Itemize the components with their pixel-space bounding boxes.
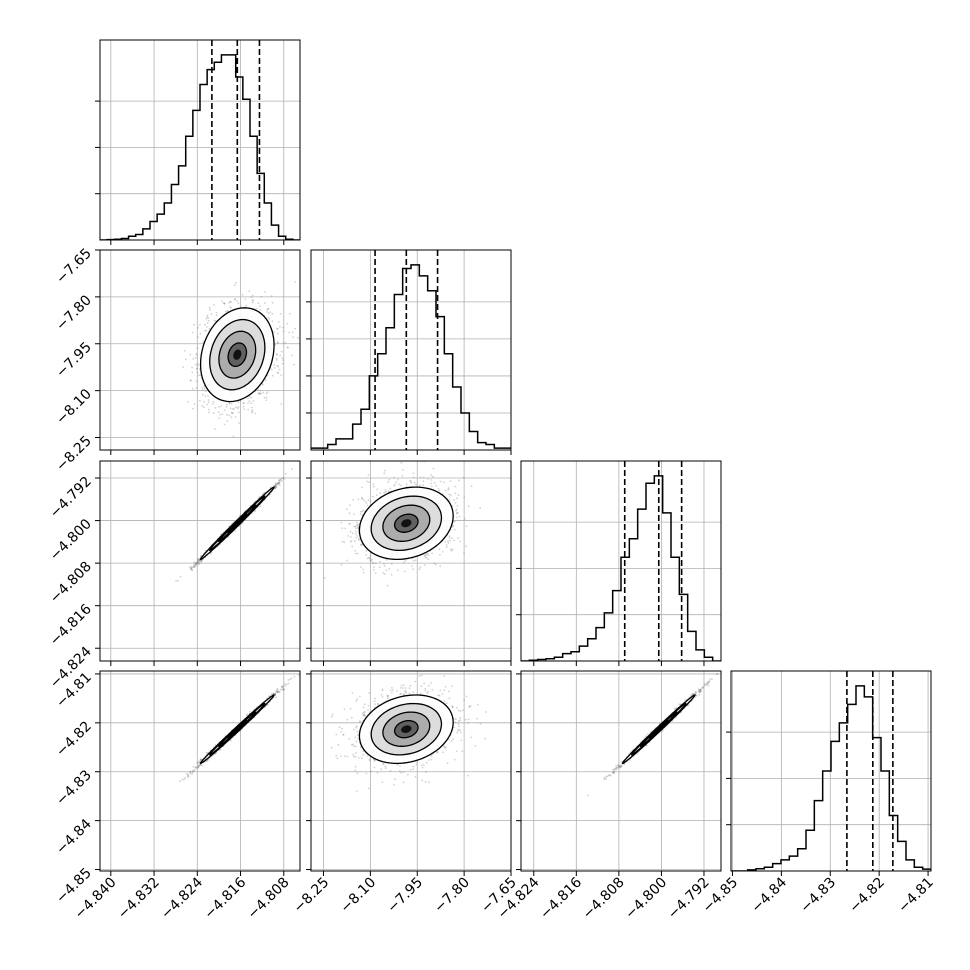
panel-frame — [310, 460, 512, 662]
y-tick-label: −8.10 — [53, 386, 95, 428]
x-tick-label: −8.10 — [338, 875, 380, 917]
x-tick-label: −4.82 — [846, 875, 888, 917]
x-tick-label: −7.95 — [384, 875, 426, 917]
panel-frame — [99, 39, 301, 241]
y-tick-label: −4.800 — [47, 516, 95, 564]
contour-line — [358, 486, 454, 561]
panel-frame — [520, 460, 722, 662]
density-panel-4-2 — [310, 670, 512, 872]
contour-line — [199, 307, 275, 403]
contour-line — [199, 486, 275, 561]
panel-plot-area — [100, 250, 300, 450]
panel-frame — [730, 670, 932, 872]
x-tick-label: −4.808 — [580, 875, 628, 923]
contour-line — [631, 702, 687, 756]
panel-plot-area — [100, 461, 300, 661]
histogram-panel-4 — [726, 670, 932, 872]
contour-line — [209, 318, 266, 391]
density-peak — [401, 725, 412, 733]
contour-line — [227, 719, 248, 739]
panel-plot-area — [521, 671, 721, 871]
contour-line — [382, 504, 431, 542]
panel-plot-area — [521, 461, 721, 661]
panel-plot-area — [100, 671, 300, 871]
contour-line — [227, 513, 248, 533]
contour-line — [393, 719, 419, 739]
contour-line — [370, 495, 443, 552]
x-tick-label: −8.25 — [291, 875, 333, 917]
y-tick-label: −4.84 — [53, 816, 95, 858]
density-panel-3-2 — [310, 460, 512, 662]
y-tick-label: −4.816 — [47, 601, 95, 649]
density-panel-3-1 — [99, 460, 301, 662]
x-tick-label: −4.84 — [749, 874, 791, 916]
x-tick-label: −7.80 — [431, 875, 473, 917]
contour-line — [209, 495, 266, 551]
contour-line — [218, 711, 257, 747]
contour-line — [648, 719, 669, 739]
panel-frame — [520, 670, 722, 872]
contour-line — [209, 702, 266, 756]
histogram-series — [731, 685, 931, 871]
x-tick-label: −4.81 — [895, 875, 937, 917]
contour-line — [621, 694, 696, 765]
histogram-series — [521, 475, 721, 661]
y-tick-label: −4.83 — [53, 767, 95, 809]
y-tick-label: −4.82 — [53, 718, 95, 760]
panel-plot-area — [100, 40, 300, 240]
x-tick-label: −4.832 — [115, 875, 163, 923]
density-peak — [401, 519, 412, 528]
contour-line — [393, 513, 419, 533]
panel-plot-area — [311, 671, 511, 871]
x-tick-label: −4.816 — [201, 874, 249, 922]
y-tick-label: −7.80 — [53, 292, 95, 334]
contour-line — [370, 702, 443, 756]
density-panel-4-3 — [520, 670, 722, 872]
y-tick-label: −7.65 — [53, 246, 95, 288]
panel-frame — [310, 249, 512, 451]
y-tick-label: −8.25 — [53, 433, 95, 475]
density-peak — [233, 349, 242, 360]
panel-plot-area — [311, 250, 511, 450]
contour-line — [227, 342, 248, 368]
y-tick-label: −4.792 — [47, 474, 95, 522]
contour-line — [199, 694, 275, 765]
panel-frame — [99, 249, 301, 451]
contour-line — [218, 330, 257, 379]
density-panel-2-1 — [99, 249, 301, 451]
y-tick-label: −7.95 — [53, 339, 95, 381]
x-tick-label: −4.816 — [537, 874, 585, 922]
histogram-panel-1 — [95, 39, 301, 241]
contour-line — [218, 504, 257, 542]
histogram-panel-2 — [306, 249, 512, 451]
histogram-panel-3 — [516, 460, 722, 662]
histogram-series — [100, 54, 300, 240]
x-tick-label: −4.808 — [245, 875, 293, 923]
contour-line — [382, 711, 431, 747]
panel-plot-area — [311, 461, 511, 661]
y-tick-label: −4.808 — [47, 559, 95, 607]
contour-line — [358, 694, 454, 765]
histogram-series — [311, 264, 511, 449]
panel-plot-area — [731, 671, 931, 871]
panel-frame — [99, 670, 301, 872]
x-tick-label: −4.800 — [622, 875, 670, 923]
density-panel-4-1 — [99, 670, 301, 872]
panel-frame — [310, 670, 512, 872]
panel-frame — [99, 460, 301, 662]
x-tick-label: −4.83 — [797, 875, 839, 917]
contour-line — [640, 711, 678, 747]
x-tick-label: −4.824 — [158, 874, 206, 922]
